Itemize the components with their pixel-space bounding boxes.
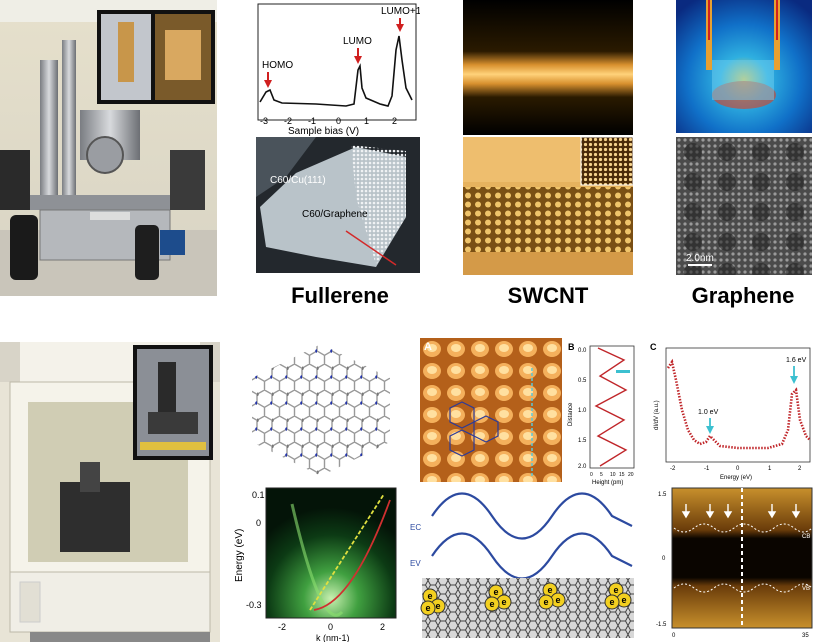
electron-3: e	[425, 603, 430, 613]
b-xtick-1: 5	[600, 472, 603, 478]
electron-4: e	[493, 587, 498, 597]
electron-6: e	[489, 599, 494, 609]
panel-b-profile: B 0.0 0.5 1.0 1.5 2.0 Distance 0 5 10 15…	[566, 340, 640, 486]
arpes-ytick-4: -0.3	[246, 600, 262, 610]
arpes-plot: 0.1 0 -0.3 Energy (eV) -2 0 2 k (nm-1)	[232, 484, 402, 642]
cb-label: CB	[802, 534, 810, 540]
map-ytick-1: 0	[662, 556, 666, 562]
tick-m2: -2	[284, 116, 292, 126]
electron-11: e	[621, 595, 626, 605]
lumo1-label: LUMO+1	[381, 6, 420, 17]
arpes-ylabel: Energy (eV)	[234, 529, 245, 582]
caption-fullerene: Fullerene	[291, 283, 389, 308]
b-ytick-3: 1.5	[578, 438, 587, 444]
electron-7: e	[547, 585, 552, 595]
swcnt-atomic-image	[463, 137, 633, 275]
c-xtick-4: 2	[798, 466, 802, 472]
panel-a-letter: A	[424, 341, 432, 353]
c-xtick-1: -1	[704, 466, 710, 472]
tick-1: 1	[364, 116, 369, 126]
c60-spectrum-panel: HOMO LUMO LUMO+1 -3 -2 -1 0 1 2 Sample b…	[256, 0, 420, 136]
map-ytick-0: 1.5	[658, 492, 667, 498]
arpes-ytick-0: 0.1	[252, 490, 265, 500]
c-xtick-3: 1	[768, 466, 772, 472]
arpes-xtick-0: -2	[278, 622, 286, 632]
homo-label: HOMO	[262, 60, 293, 71]
tick-m3: -3	[260, 116, 268, 126]
map-ytick-2: -1.5	[656, 622, 667, 628]
electron-2: e	[435, 601, 440, 611]
lab-photo-top	[0, 0, 217, 296]
c-xlabel: Energy (eV)	[720, 475, 752, 481]
cb-vb-map: CB VB 1.5 0 -1.5 0 35	[656, 484, 816, 642]
electron-1: e	[427, 591, 432, 601]
caption-graphene: Graphene	[691, 283, 795, 308]
lab-photo-bottom	[0, 342, 220, 642]
c-xtick-2: 0	[736, 466, 740, 472]
b-xtick-4: 20	[628, 472, 634, 478]
b-ytick-0: 0.0	[578, 348, 587, 354]
band-diagram: EC EV e e e e e e e e e e e e	[408, 486, 638, 642]
panel-a-stm: A	[420, 338, 562, 482]
map-xtick-0: 0	[672, 633, 676, 639]
afm-enclosure-photo	[0, 342, 220, 642]
spectrum-xlabel: Sample bias (V)	[288, 126, 359, 136]
arpes-xlabel: k (nm-1)	[316, 633, 350, 642]
c60-graphene-label: C60/Graphene	[302, 209, 368, 220]
tick-2: 2	[392, 116, 397, 126]
arpes-xtick-2: 2	[380, 622, 385, 632]
b-xtick-2: 10	[610, 472, 616, 478]
c-peak2-label: 1.6 eV	[786, 357, 807, 364]
graphene-color-map	[676, 0, 812, 133]
tick-0: 0	[336, 116, 341, 126]
graphene-scale-bar: 2.0nm	[686, 253, 714, 264]
c60-cu-label: C60/Cu(111)	[270, 175, 326, 186]
b-xtick-3: 15	[619, 472, 625, 478]
c-peak1-label: 1.0 eV	[698, 409, 719, 416]
electron-8: e	[555, 595, 560, 605]
c-ylabel: dI/dV (a.u.)	[654, 400, 660, 430]
electron-12: e	[609, 597, 614, 607]
panel-c-letter: C	[650, 342, 657, 352]
caption-swcnt: SWCNT	[507, 283, 589, 308]
swcnt-line-image	[463, 0, 633, 135]
b-ytick-4: 2.0	[578, 464, 587, 470]
arpes-xtick-1: 0	[328, 622, 333, 632]
b-ytick-1: 0.5	[578, 378, 587, 384]
vb-label: VB	[802, 586, 810, 592]
electron-10: e	[613, 585, 618, 595]
c60-stm-image: C60/Cu(111) C60/Graphene	[256, 137, 420, 273]
arpes-ytick-1: 0	[256, 518, 261, 528]
stm-apparatus-photo	[0, 0, 217, 296]
electron-9: e	[543, 597, 548, 607]
b-ylabel: Distance	[568, 402, 574, 426]
b-xtick-0: 0	[590, 472, 593, 478]
honeycomb-lattice	[242, 338, 400, 480]
c-xtick-0: -2	[670, 466, 676, 472]
panel-c-didv: C 1.0 eV 1.6 eV -2 -1 0 1 2 Energy (eV) …	[648, 340, 814, 482]
spectrum-plot: HOMO LUMO LUMO+1 -3 -2 -1 0 1 2 Sample b…	[257, 3, 420, 136]
ev-label: EV	[410, 559, 421, 568]
tick-m1: -1	[308, 116, 316, 126]
lumo-label: LUMO	[343, 36, 372, 47]
b-ytick-2: 1.0	[578, 408, 587, 414]
ec-label: EC	[410, 523, 421, 532]
map-xtick-1: 35	[802, 633, 809, 639]
b-xlabel: Height (pm)	[592, 480, 623, 486]
graphene-stm-image: 2.0nm	[676, 137, 812, 275]
panel-b-letter: B	[568, 342, 575, 352]
electron-5: e	[501, 597, 506, 607]
